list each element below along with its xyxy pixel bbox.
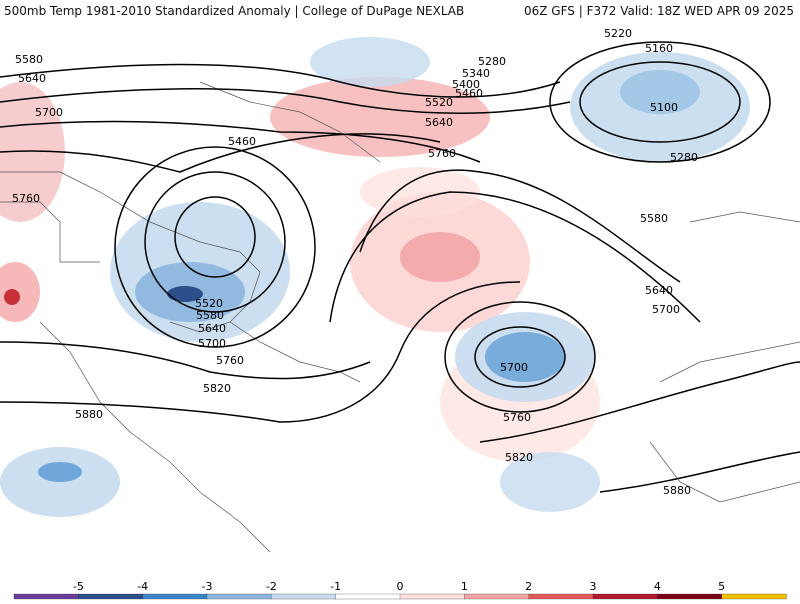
colorbar-tick-label: -5 — [73, 580, 84, 593]
map-title: 500mb Temp 1981-2010 Standardized Anomal… — [4, 4, 465, 18]
colorbar-tick-label: 2 — [525, 580, 532, 593]
contour-label: 5760 — [503, 411, 531, 424]
contour-label: 5820 — [203, 382, 231, 395]
colorbar-segment — [335, 593, 401, 600]
contour-label: 5340 — [462, 67, 490, 80]
contour-labels: 5220 5160 5580 5640 5700 5280 5340 5400 … — [12, 27, 698, 497]
contour-label: 5700 — [198, 337, 226, 350]
anomaly-colorbar: -5 -4 -3 -2 -1 0 1 2 3 4 5 — [0, 578, 800, 600]
contour-label: 5760 — [12, 192, 40, 205]
contour-label: 5700 — [652, 303, 680, 316]
colorbar-segment — [142, 593, 208, 600]
contour-label: 5160 — [645, 42, 673, 55]
contour-label: 5460 — [228, 135, 256, 148]
contour-label: 5640 — [645, 284, 673, 297]
contour-label: 5220 — [604, 27, 632, 40]
contour-label: 5280 — [478, 55, 506, 68]
contour-label: 5760 — [428, 147, 456, 160]
contour-label: 5880 — [663, 484, 691, 497]
header: 500mb Temp 1981-2010 Standardized Anomal… — [0, 0, 800, 22]
colorbar-labels: -5 -4 -3 -2 -1 0 1 2 3 4 5 — [73, 580, 725, 593]
contour-label: 5460 — [455, 87, 483, 100]
colorbar-tick-label: -4 — [137, 580, 148, 593]
colorbar-segment — [78, 593, 144, 600]
weather-map: 5220 5160 5580 5640 5700 5280 5340 5400 … — [0, 22, 800, 578]
colorbar-segment — [592, 593, 658, 600]
colorbar-segment — [271, 593, 337, 600]
contour-label: 5760 — [216, 354, 244, 367]
contour-label: 5520 — [195, 297, 223, 310]
contour-label: 5400 — [452, 78, 480, 91]
colorbar-segment — [528, 593, 594, 600]
colorbar-segment — [13, 593, 79, 600]
contour-label: 5700 — [500, 361, 528, 374]
colorbar-segment — [206, 593, 272, 600]
colorbar-tick-label: 1 — [461, 580, 468, 593]
colorbar-segment — [721, 593, 787, 600]
colorbar-tick-label: 5 — [718, 580, 725, 593]
contour-label: 5700 — [35, 106, 63, 119]
colorbar-segment — [464, 593, 530, 600]
colorbar-tick-label: -3 — [202, 580, 213, 593]
contour-label: 5100 — [650, 101, 678, 114]
contour-label: 5820 — [505, 451, 533, 464]
model-run-info: 06Z GFS | F372 Valid: 18Z WED APR 09 202… — [523, 4, 794, 18]
anomaly-shading — [0, 37, 750, 517]
contour-label: 5280 — [670, 151, 698, 164]
contour-label: 5880 — [75, 408, 103, 421]
contour-label: 5640 — [198, 322, 226, 335]
contour-label: 5640 — [425, 116, 453, 129]
contour-label: 5520 — [425, 96, 453, 109]
contour-label: 5580 — [640, 212, 668, 225]
height-contours — [0, 41, 800, 493]
colorbar-segment — [657, 593, 723, 600]
contour-label: 5640 — [18, 72, 46, 85]
colorbar-tick-label: 0 — [397, 580, 404, 593]
colorbar-tick-label: 4 — [654, 580, 661, 593]
colorbar-segments — [13, 593, 787, 600]
contour-label: 5580 — [196, 309, 224, 322]
colorbar-tick-label: -1 — [330, 580, 341, 593]
colorbar-tick-label: -2 — [266, 580, 277, 593]
coastlines — [0, 81, 800, 553]
colorbar-segment — [399, 593, 465, 600]
contour-label: 5580 — [15, 53, 43, 66]
colorbar-tick-label: 3 — [590, 580, 597, 593]
